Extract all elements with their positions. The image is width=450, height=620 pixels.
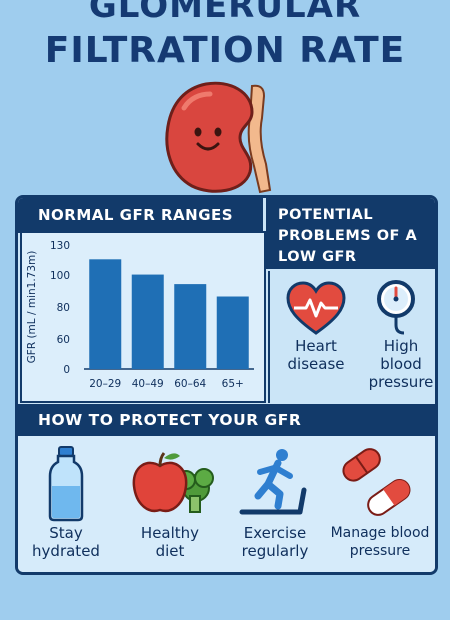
water-bottle-icon	[48, 446, 84, 522]
treadmill-runner-icon	[239, 449, 307, 515]
page-title-line-2: FILTRATION RATE	[44, 30, 406, 71]
tip-label-hydrated: Stay hydrated	[32, 524, 100, 560]
x-tick-2: 60–64	[174, 378, 206, 390]
protect-box: Stay hydrated Healthy diet Exercise regu…	[18, 436, 435, 572]
bar-0	[89, 259, 122, 369]
info-panel: NORMAL GFR RANGES POTENTIAL PROBLEMS OF …	[15, 195, 438, 575]
y-axis-label: GFR (mL / min1.73m)	[26, 251, 38, 364]
pills-icon	[342, 448, 411, 516]
x-tick-3: 65+	[222, 378, 244, 390]
gfr-bar-chart: GFR (mL / min1.73m) 0 60 80 100 130 20–29 40–49…	[26, 240, 254, 390]
tip-label-pressure: Manage blood pressure	[330, 525, 430, 559]
page-title-line-1: GLOMERULAR	[88, 0, 362, 26]
bar-2	[174, 284, 207, 369]
x-tick-1: 40–49	[132, 378, 164, 390]
y-tick-100: 100	[50, 270, 70, 282]
problem-label-heart: Heart disease	[287, 337, 345, 373]
gfr-chart-box: GFR (mL / min1.73m) 0 60 80 100 130 20–29 40–49…	[20, 231, 266, 403]
y-tick-80: 80	[57, 302, 70, 314]
bar-1	[131, 274, 164, 369]
bar-3	[216, 296, 249, 369]
problems-header: POTENTIAL PROBLEMS OF A LOW GFR	[266, 198, 435, 269]
problem-label-pressure: High blood pressure	[368, 337, 434, 391]
y-tick-60: 60	[57, 334, 70, 346]
protect-header: HOW TO PROTECT YOUR GFR	[18, 404, 435, 436]
tip-label-exercise: Exercise regularly	[241, 524, 309, 560]
heart-pulse-icon	[286, 281, 346, 335]
pressure-gauge-icon	[377, 280, 415, 335]
tip-label-diet: Healthy diet	[140, 524, 200, 560]
apple-broccoli-icon	[132, 452, 214, 513]
normal-ranges-header: NORMAL GFR RANGES	[18, 198, 263, 233]
y-tick-130: 130	[50, 240, 70, 252]
x-tick-0: 20–29	[89, 378, 121, 390]
y-tick-0: 0	[63, 364, 70, 376]
kidney-mascot-icon	[165, 81, 272, 194]
problems-box: Heart disease High blood pressure	[268, 271, 435, 403]
